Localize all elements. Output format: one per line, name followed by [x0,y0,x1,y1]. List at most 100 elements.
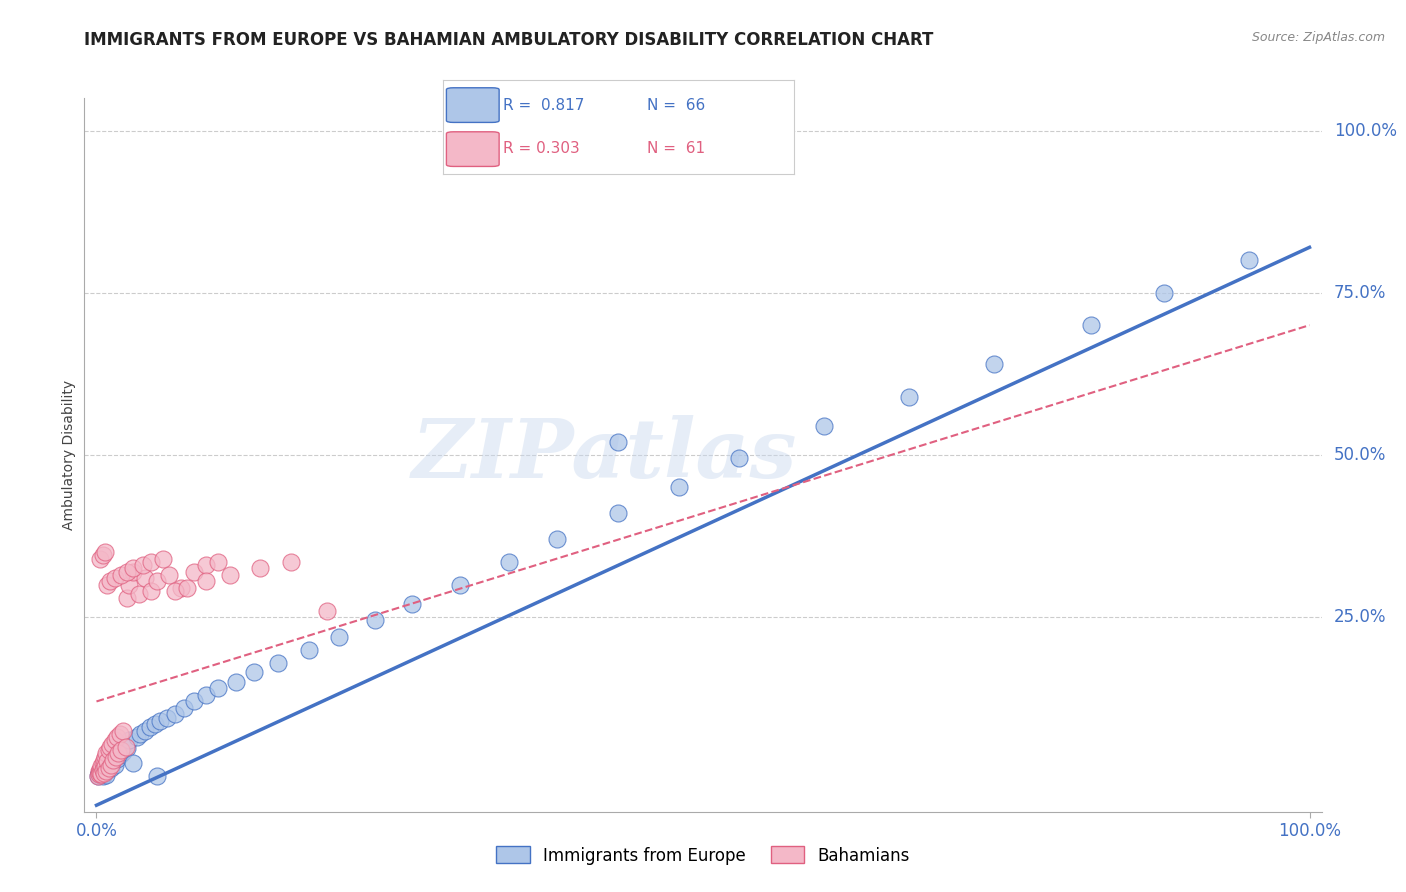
Text: 75.0%: 75.0% [1334,284,1386,301]
Legend: Immigrants from Europe, Bahamians: Immigrants from Europe, Bahamians [489,839,917,871]
Point [86,769,108,783]
Point [112,745,135,759]
Point [139,720,162,734]
Point [115,565,138,579]
Point [96,768,118,782]
Point [156,711,179,725]
Point [104,758,127,772]
Point [89,764,111,779]
Point [90,767,112,781]
Point [728,451,751,466]
Point [108,747,131,762]
Text: ZIPatlas: ZIPatlas [412,415,797,495]
Point [100,758,122,772]
Point [146,574,169,589]
Point [103,753,125,767]
Point [101,737,124,751]
Point [91,756,114,770]
Point [131,558,153,573]
Point [114,737,136,751]
Point [139,555,162,569]
Point [668,480,690,494]
Point [813,418,835,433]
Point [498,555,520,569]
Point [194,574,217,589]
Point [93,765,115,780]
Point [173,701,195,715]
Point [97,759,120,773]
Point [143,717,166,731]
Point [89,768,111,782]
Point [94,764,117,779]
Point [165,707,187,722]
Point [1153,285,1175,300]
Point [122,756,145,770]
Point [97,753,120,767]
Point [90,759,112,773]
Point [298,642,321,657]
FancyBboxPatch shape [447,132,499,167]
Point [105,751,128,765]
Y-axis label: Ambulatory Disability: Ambulatory Disability [62,380,76,530]
Point [112,723,135,738]
Point [89,551,111,566]
Point [94,749,117,764]
Point [280,555,302,569]
Point [983,357,1005,371]
Point [118,577,141,591]
Point [207,555,229,569]
Text: 100.0%: 100.0% [1334,121,1398,139]
Point [100,761,122,775]
Point [898,390,921,404]
Point [401,597,423,611]
Point [93,767,115,781]
Point [267,656,290,670]
Point [97,743,120,757]
Point [110,739,132,754]
Point [146,769,169,783]
Point [93,759,115,773]
Point [107,743,129,757]
Point [139,584,162,599]
Point [94,759,117,773]
Point [103,754,125,768]
Point [94,758,117,772]
Point [134,571,156,585]
Point [125,730,148,744]
Point [118,733,141,747]
Point [157,568,180,582]
Text: 50.0%: 50.0% [1334,446,1386,464]
Point [90,765,112,780]
Point [194,688,217,702]
FancyBboxPatch shape [447,87,499,122]
Point [87,767,110,781]
Point [183,694,205,708]
Point [98,574,121,589]
Point [207,681,229,696]
Point [97,761,120,775]
Point [129,727,152,741]
Text: N =  66: N = 66 [647,98,704,113]
Point [316,604,339,618]
Text: R =  0.817: R = 0.817 [503,98,583,113]
Point [94,545,117,559]
Point [96,763,118,777]
Point [249,561,271,575]
Point [1237,253,1260,268]
Text: 25.0%: 25.0% [1334,608,1386,626]
Point [122,565,145,579]
Point [134,723,156,738]
Point [86,769,108,783]
Point [104,747,127,761]
Point [93,753,115,767]
Point [115,741,138,756]
Point [96,764,118,779]
Point [89,765,111,780]
Point [328,630,350,644]
Point [128,587,150,601]
Point [87,764,110,779]
Point [104,571,127,585]
Point [96,747,118,761]
Point [107,747,129,761]
Point [90,763,112,777]
